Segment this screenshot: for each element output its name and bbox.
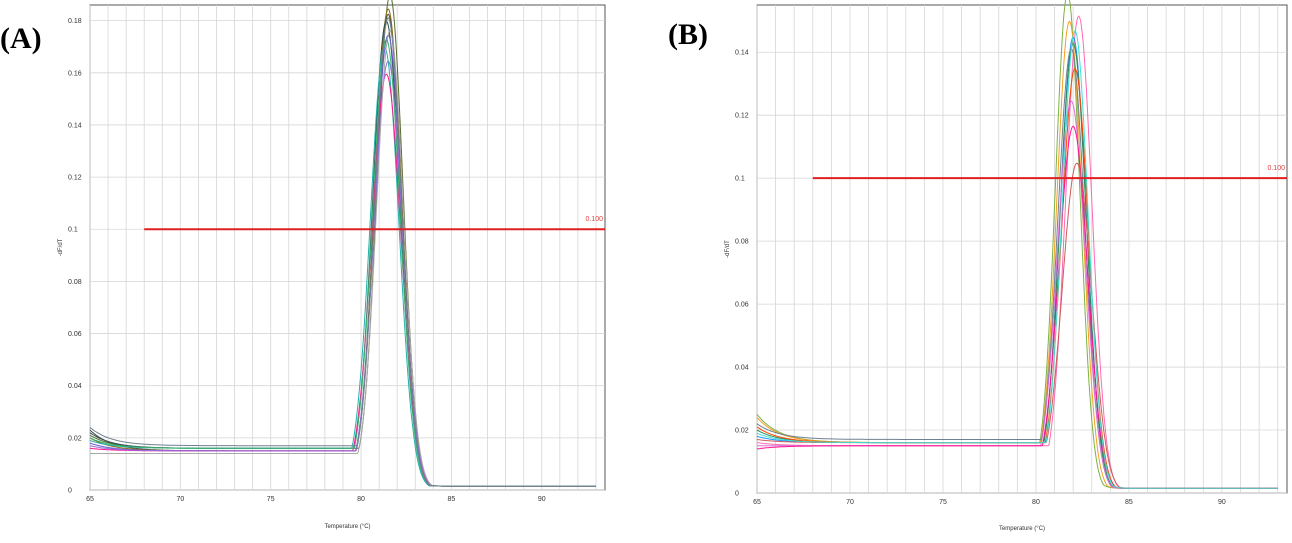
y-tick-label: 0.02 bbox=[735, 428, 749, 435]
x-tick-label: 80 bbox=[357, 496, 365, 503]
y-tick-label: 0.06 bbox=[68, 331, 82, 338]
x-tick-label: 75 bbox=[939, 499, 947, 506]
x-tick-label: 85 bbox=[448, 496, 456, 503]
y-tick-label: 0.06 bbox=[735, 302, 749, 309]
y-axis-title: -dF/dT bbox=[725, 240, 731, 258]
y-tick-label: 0.18 bbox=[68, 18, 82, 25]
y-tick-label: 0.08 bbox=[735, 239, 749, 246]
series-line-11 bbox=[756, 30, 1278, 489]
x-tick-label: 75 bbox=[267, 496, 275, 503]
y-tick-label: 0 bbox=[735, 491, 739, 498]
panel-label-a: (A) bbox=[0, 22, 42, 55]
x-tick-label: 90 bbox=[1218, 499, 1226, 506]
y-tick-label: 0.12 bbox=[735, 113, 749, 120]
panel-label-b: (B) bbox=[668, 18, 708, 51]
y-axis-title: -dF/dT bbox=[58, 238, 64, 256]
y-tick-label: 0.08 bbox=[68, 279, 82, 286]
x-tick-label: 65 bbox=[86, 496, 94, 503]
plot-frame bbox=[89, 4, 606, 491]
y-tick-label: 0.04 bbox=[68, 383, 82, 390]
y-tick-label: 0.02 bbox=[68, 435, 82, 442]
y-tick-label: 0 bbox=[68, 488, 72, 495]
y-tick-label: 0.04 bbox=[735, 365, 749, 372]
y-tick-label: 0.14 bbox=[68, 122, 82, 129]
x-tick-label: 70 bbox=[846, 499, 854, 506]
y-tick-label: 0.1 bbox=[68, 227, 78, 234]
y-tick-label: 0.14 bbox=[735, 50, 749, 57]
x-tick-label: 80 bbox=[1032, 499, 1040, 506]
y-tick-label: 0.12 bbox=[68, 175, 82, 182]
x-axis-title: Temperature (°C) bbox=[999, 526, 1045, 532]
series-line-11 bbox=[89, 17, 596, 487]
x-tick-label: 65 bbox=[753, 499, 761, 506]
melt-curve-chart-b: 0 0.02 0.04 0.06 0.08 0.1 0.12 0.14 65 70 75 80 85 90… bbox=[725, 0, 1288, 532]
x-tick-label: 90 bbox=[538, 496, 546, 503]
y-tick-label: 0.1 bbox=[735, 176, 745, 183]
x-axis-title: Temperature (°C) bbox=[324, 524, 370, 530]
plot-frame bbox=[756, 4, 1288, 494]
melt-curve-chart-a: 0 0.02 0.04 0.06 0.08 0.1 0.12 0.14 0.16 0.18 65 70… bbox=[58, 0, 606, 530]
y-tick-label: 0.16 bbox=[68, 70, 82, 77]
threshold-label: 0.100 bbox=[585, 216, 603, 223]
x-tick-label: 70 bbox=[176, 496, 184, 503]
threshold-label: 0.100 bbox=[1267, 165, 1285, 172]
x-tick-label: 85 bbox=[1125, 499, 1133, 506]
